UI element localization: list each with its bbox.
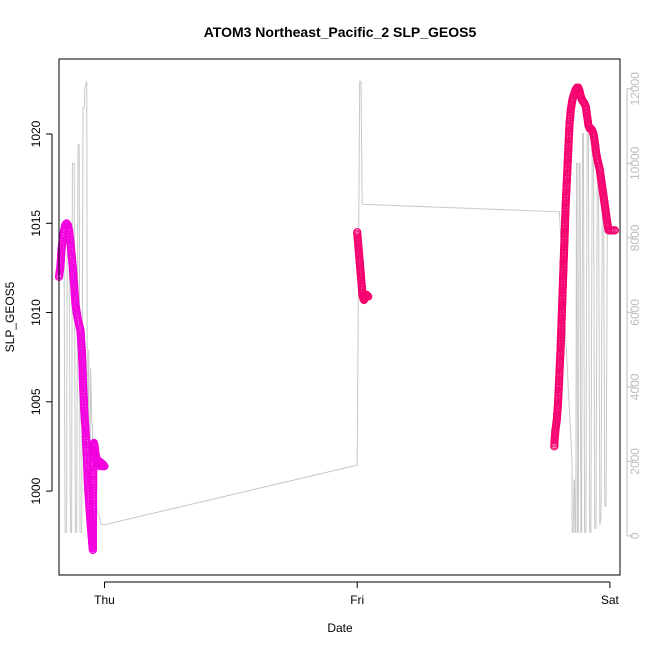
chart-title: ATOM3 Northeast_Pacific_2 SLP_GEOS5: [204, 24, 477, 40]
y-tick-label: 1015: [29, 210, 43, 237]
y-axis: 1000 1005 1010 1015 1020: [29, 120, 53, 504]
y-right-axis: 0 2000 4000 6000 8000 10000 12000: [626, 72, 642, 539]
y-right-tick-label: 8000: [628, 224, 642, 251]
y-tick-label: 1005: [29, 388, 43, 415]
y-right-tick-label: 12000: [628, 72, 642, 106]
x-axis: Thu Fri Sat: [94, 581, 620, 607]
x-tick-label: Thu: [94, 593, 115, 607]
slp-layer: [54, 83, 620, 555]
y-axis-label: SLP_GEOS5: [3, 281, 17, 352]
y-right-tick-label: 2000: [628, 448, 642, 475]
slp-point: [364, 292, 373, 301]
x-tick-label: Sat: [601, 593, 620, 607]
y-right-tick-label: 10000: [628, 146, 642, 180]
plot-frame: [58, 58, 621, 576]
slp-point: [100, 462, 109, 471]
y-right-tick-label: 0: [628, 532, 642, 539]
y-tick-label: 1000: [29, 477, 43, 504]
x-tick-label: Fri: [350, 593, 364, 607]
y-right-tick-label: 4000: [628, 373, 642, 400]
y-tick-label: 1020: [29, 120, 43, 147]
y-tick-label: 1010: [29, 299, 43, 326]
y-right-tick-label: 6000: [628, 299, 642, 326]
x-axis-label: Date: [327, 621, 353, 635]
slp-point: [610, 226, 620, 235]
